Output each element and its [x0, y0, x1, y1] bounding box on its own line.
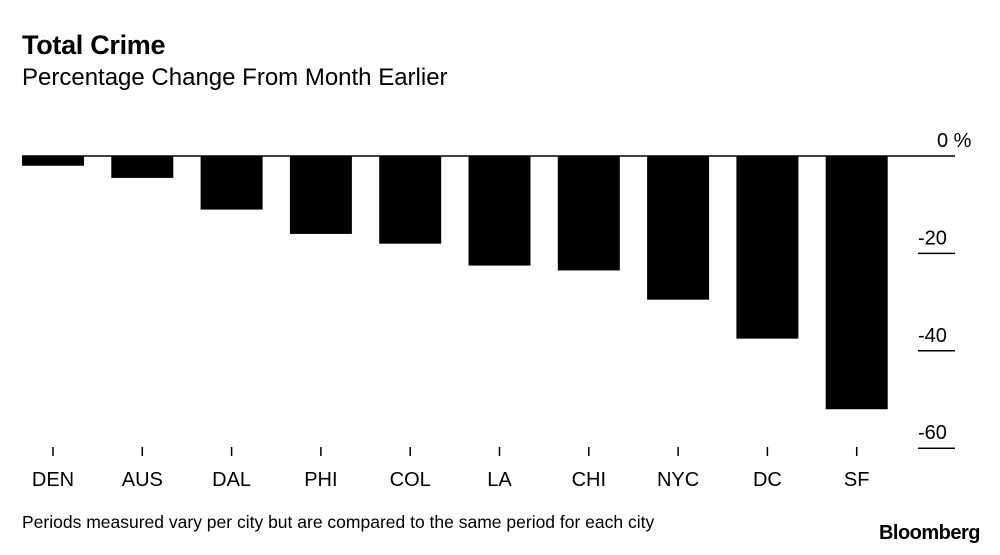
bar-aus: [111, 156, 174, 178]
bar-sf: [825, 156, 888, 410]
bar-phi: [289, 156, 352, 234]
chart-subtitle: Percentage Change From Month Earlier: [22, 64, 448, 91]
chart-title: Total Crime: [22, 30, 166, 60]
x-tick-label: LA: [487, 469, 512, 491]
x-tick-label: COL: [390, 469, 431, 491]
x-tick-label: NYC: [657, 469, 699, 491]
x-tick-label: DC: [753, 469, 782, 491]
bar-group: [22, 156, 888, 410]
y-tick-label: -40: [918, 325, 947, 347]
x-tick-label: CHI: [572, 469, 606, 491]
x-tick-label: DAL: [212, 469, 251, 491]
bar-dc: [736, 156, 799, 339]
bar-den: [22, 156, 84, 166]
x-tick-label: DEN: [32, 469, 74, 491]
y-tick-label: 0 %: [937, 130, 972, 152]
y-tick-label: -60: [918, 422, 947, 444]
bloomberg-logo: Bloomberg: [878, 522, 981, 544]
bar-chi: [557, 156, 620, 271]
x-axis: DEN AUS DAL PHI COL LA CHI NYC DC SF: [32, 447, 870, 491]
x-tick-label: SF: [844, 469, 870, 491]
x-tick-label: AUS: [122, 469, 163, 491]
bar-nyc: [647, 156, 710, 300]
bar-dal: [200, 156, 263, 210]
y-tick-label: -20: [918, 227, 947, 249]
footnote: Periods measured vary per city but are c…: [22, 512, 655, 532]
bar-la: [468, 156, 531, 266]
y-axis: 0 % -20 -40 -60: [22, 130, 972, 449]
bar-col: [379, 156, 442, 244]
x-tick-label: PHI: [304, 469, 337, 491]
